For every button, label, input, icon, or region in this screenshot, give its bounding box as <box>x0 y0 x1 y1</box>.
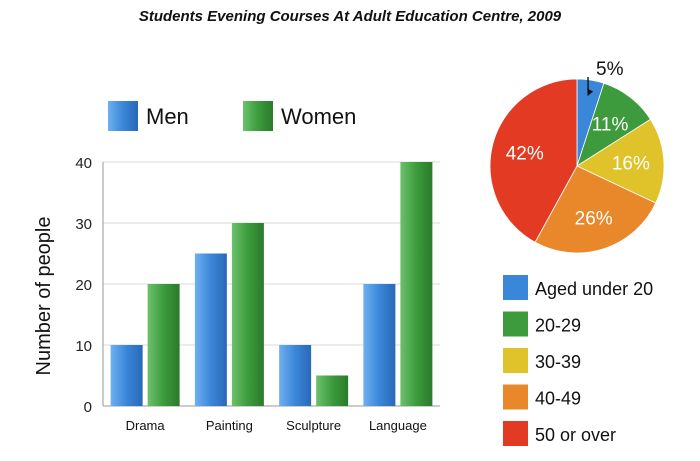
pie-legend-label: Aged under 20 <box>535 279 653 299</box>
bar-women-language <box>400 162 432 406</box>
bar-chart: 0 10 20 30 40 Number of people Drama Painting Sc… <box>33 101 440 433</box>
pie-legend-swatch <box>503 348 528 373</box>
bar-women-painting <box>232 223 264 406</box>
bar-men-language <box>363 284 395 406</box>
bar-men-painting <box>195 254 227 407</box>
pie-legend-swatch <box>503 312 528 337</box>
y-tick-label: 0 <box>84 399 92 416</box>
y-tick-label: 20 <box>75 277 92 294</box>
bar-men-sculpture <box>279 345 311 406</box>
pie-chart: 5% 11% 16% 26% 42% Aged under 20 20-29 30-39 40-… <box>490 59 664 446</box>
y-tick-label: 30 <box>75 216 92 233</box>
legend-label-men: Men <box>146 104 189 129</box>
pie-legend-label: 50 or over <box>535 425 616 445</box>
bar-men-drama <box>111 345 143 406</box>
pie-data-label: 42% <box>506 144 544 165</box>
bar-women-sculpture <box>316 376 348 407</box>
pie-legend-label: 40-49 <box>535 389 581 409</box>
y-tick-label: 10 <box>75 338 92 355</box>
pie-data-label: 5% <box>596 59 624 80</box>
pie-legend-label: 30-39 <box>535 352 581 372</box>
pie-legend-swatch <box>503 275 528 300</box>
pie-data-label: 26% <box>575 208 613 229</box>
legend-swatch-women <box>243 101 273 131</box>
pie-legend-swatch <box>503 385 528 410</box>
y-tick-label: 40 <box>75 155 92 172</box>
legend-swatch-men <box>108 101 138 131</box>
pie-legend-label: 20-29 <box>535 316 581 336</box>
legend-label-women: Women <box>281 104 356 129</box>
bar-women-drama <box>148 284 180 406</box>
pie-data-label: 11% <box>592 114 629 135</box>
chart-title: Students Evening Courses At Adult Educat… <box>0 8 700 25</box>
pie-data-label: 16% <box>612 154 650 175</box>
x-tick-label: Sculpture <box>286 418 341 433</box>
y-axis-label: Number of people <box>33 217 55 376</box>
x-tick-label: Language <box>369 418 427 433</box>
pie-legend-swatch <box>503 421 528 446</box>
x-tick-label: Painting <box>206 418 253 433</box>
x-tick-label: Drama <box>126 418 166 433</box>
